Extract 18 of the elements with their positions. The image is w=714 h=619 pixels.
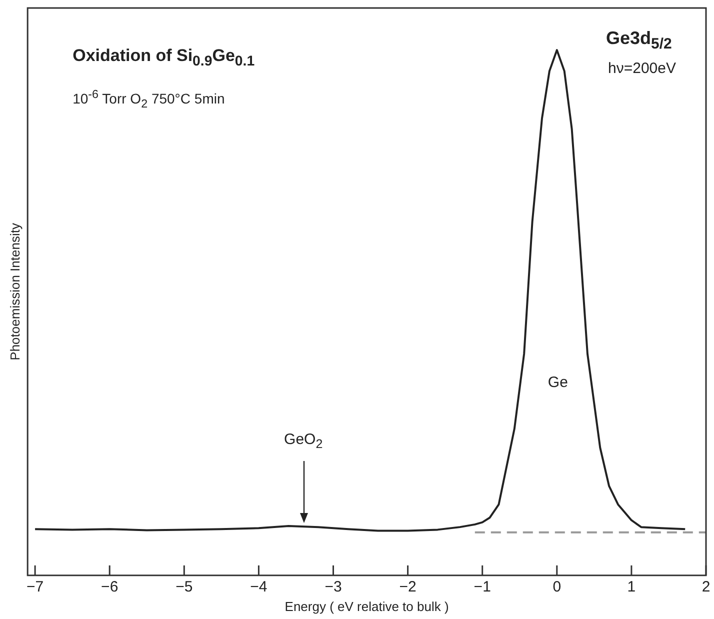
x-tick-label: 1 <box>627 578 636 596</box>
y-axis-title: Photoemission Intensity <box>7 222 22 360</box>
x-tick-label: −1 <box>474 578 491 596</box>
annotation: Ge <box>548 374 568 391</box>
x-tick-label: 0 <box>552 578 562 596</box>
annotation: GeO$_{2}$ <box>284 430 323 451</box>
x-tick-label: −2 <box>399 578 416 596</box>
x-tick-label: 2 <box>702 578 710 596</box>
x-tick-label: −7 <box>26 578 44 596</box>
x-tick-label: −4 <box>250 578 268 596</box>
x-tick-label: −6 <box>101 578 118 596</box>
chart-title: Oxidation of Si$_{0.9}$Ge$_{0.1}$ <box>72 46 255 70</box>
x-tick-label: −3 <box>324 578 342 596</box>
annotation: Ge3d$_{5/2}$ <box>606 28 672 53</box>
annotation: hν=200eV <box>608 60 676 77</box>
x-axis-title: Energy ( eV relative to bulk ) <box>284 598 449 614</box>
text: 10$^{-6}$ Torr O$_{2}$ 750°C 5min <box>72 88 225 110</box>
x-tick-label: −5 <box>176 578 193 596</box>
